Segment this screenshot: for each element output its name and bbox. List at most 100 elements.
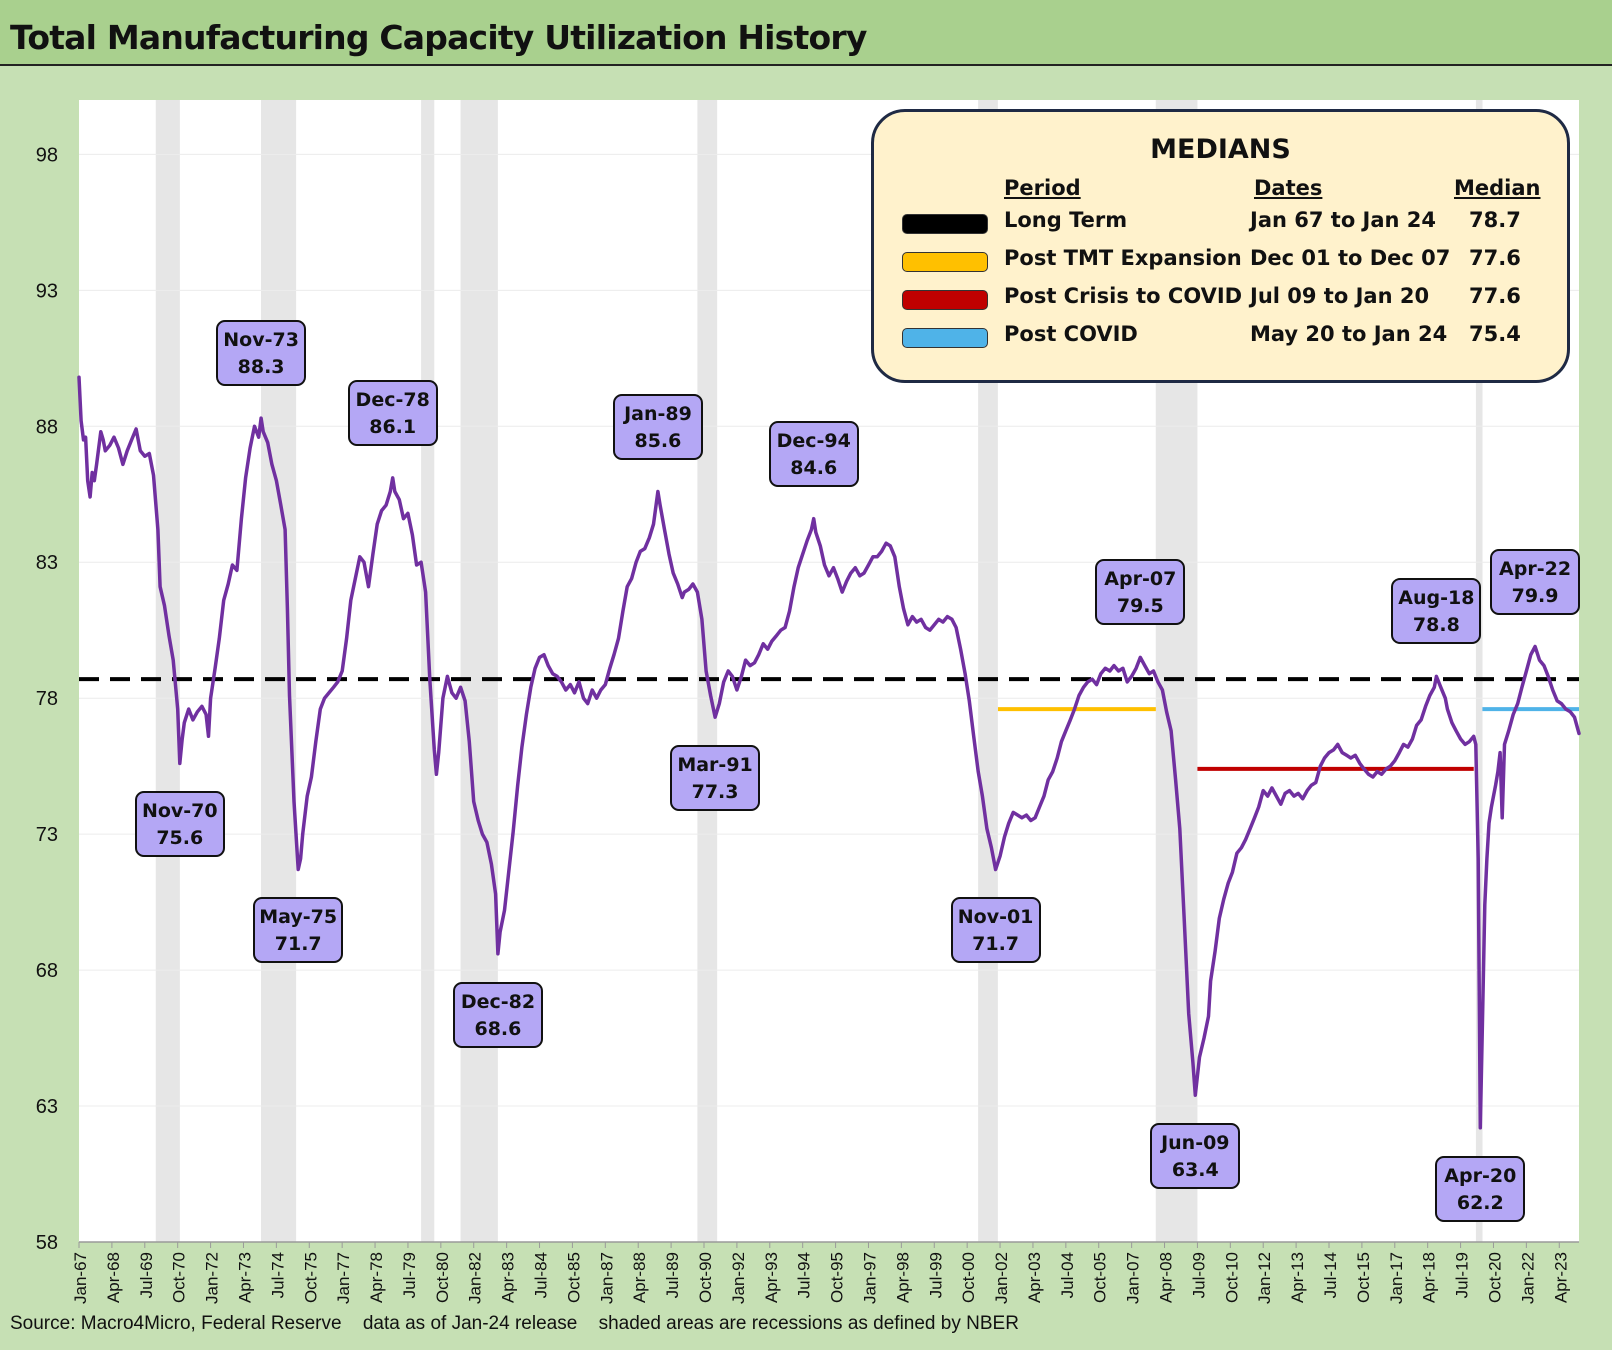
legend-period: Long Term: [1004, 208, 1128, 232]
callout-date: Jan-89: [624, 402, 692, 425]
recession-band: [261, 100, 297, 1242]
x-tick-label: Apr-08: [1157, 1252, 1176, 1303]
x-tick-label: Jan-72: [203, 1252, 222, 1304]
recession-band: [155, 100, 180, 1242]
legend-swatch: [902, 214, 988, 234]
callout-date: Apr-20: [1444, 1164, 1517, 1187]
gridlines: [79, 153, 1579, 1243]
data-label-callout: Jan-89 85.6: [612, 393, 703, 460]
legend-title: MEDIANS: [1150, 134, 1291, 165]
legend-period: Post Crisis to COVID: [1004, 284, 1243, 308]
legend-dates: May 20 to Jan 24: [1250, 322, 1448, 346]
medians-legend: MEDIANS Period Dates Median Long Term Ja…: [871, 109, 1570, 383]
x-tick-label: Jul-84: [532, 1252, 551, 1298]
y-axis-ticks: 58 63 68 73 78 83 88 93 98: [36, 144, 58, 1254]
callout-date: Aug-18: [1398, 587, 1475, 610]
x-tick-label: Jan-22: [1518, 1252, 1537, 1304]
callout-date: Apr-07: [1104, 568, 1177, 591]
callout-date: May-75: [259, 906, 338, 929]
data-label-callout: Apr-20 62.2: [1435, 1155, 1526, 1222]
legend-row: Post COVID May 20 to Jan 24 75.4: [874, 322, 1567, 354]
legend-swatch: [902, 328, 988, 348]
callout-date: Nov-01: [957, 906, 1034, 929]
callout-value: 79.9: [1511, 584, 1559, 607]
recession-band: [460, 100, 498, 1242]
data-note: data as of Jan-24 release: [362, 1313, 578, 1334]
source-note: Source: Macro4Micro, Federal Reserve: [10, 1313, 342, 1334]
x-tick-label: Jan-17: [1387, 1252, 1406, 1304]
callout-value: 71.7: [972, 933, 1020, 956]
x-tick-label: Jul-74: [268, 1252, 287, 1298]
shading-note: shaded areas are recessions as defined b…: [598, 1313, 1019, 1334]
x-tick-label: Oct-10: [1222, 1252, 1241, 1303]
x-tick-label: Jul-99: [926, 1252, 945, 1298]
legend-dates: Dec 01 to Dec 07: [1250, 246, 1451, 270]
callout-date: Jun-09: [1161, 1132, 1230, 1155]
data-label-callout: Nov-70 75.6: [134, 791, 225, 858]
series-layer: [77, 375, 1581, 1130]
x-tick-label: Oct-90: [696, 1252, 715, 1303]
y-tick-label: 93: [36, 280, 58, 302]
x-tick-label: Oct-75: [301, 1252, 320, 1303]
callout-value: 63.4: [1171, 1159, 1219, 1182]
data-label-callout: May-75 71.7: [253, 897, 344, 964]
data-label-callout: Dec-82 68.6: [452, 981, 543, 1048]
y-tick-label: 98: [36, 144, 58, 166]
x-tick-label: Jan-67: [71, 1252, 90, 1304]
callout-value: 62.2: [1456, 1191, 1504, 1214]
callout-date: Dec-82: [460, 990, 536, 1013]
footer: Source: Macro4Micro, Federal Reserve dat…: [10, 1313, 1035, 1335]
legend-row: Long Term Jan 67 to Jan 24 78.7: [874, 208, 1567, 240]
chart-title: Total Manufacturing Capacity Utilization…: [10, 18, 867, 57]
data-label-callout: Apr-07 79.5: [1095, 559, 1186, 626]
data-label-callout: Mar-91 77.3: [670, 745, 761, 812]
x-tick-label: Jan-92: [729, 1252, 748, 1304]
x-tick-label: Apr-83: [499, 1252, 518, 1303]
legend-median: 78.7: [1469, 208, 1521, 232]
x-tick-label: Jan-02: [992, 1252, 1011, 1304]
x-tick-label: Jul-14: [1321, 1252, 1340, 1298]
callout-date: Mar-91: [677, 754, 753, 777]
x-tick-label: Jul-89: [663, 1252, 682, 1298]
callout-value: 68.6: [474, 1017, 522, 1040]
callout-value: 77.3: [691, 781, 739, 804]
legend-period: Post COVID: [1004, 322, 1138, 346]
legend-dates: Jul 09 to Jan 20: [1250, 284, 1430, 308]
callout-value: 88.3: [237, 356, 285, 379]
data-label-callout: Apr-22 79.9: [1490, 548, 1581, 615]
legend-header-median: Median: [1454, 176, 1541, 200]
legend-header-dates: Dates: [1254, 176, 1323, 200]
callout-value: 79.5: [1116, 595, 1164, 618]
y-tick-label: 78: [36, 688, 58, 710]
data-label-callout: Dec-78 86.1: [347, 379, 438, 446]
y-tick-label: 58: [36, 1232, 58, 1254]
callout-value: 86.1: [369, 415, 417, 438]
x-tick-label: Apr-68: [104, 1252, 123, 1303]
legend-median: 77.6: [1469, 284, 1521, 308]
legend-row: Post TMT Expansion Dec 01 to Dec 07 77.6: [874, 246, 1567, 278]
legend-median: 77.6: [1469, 246, 1521, 270]
legend-period: Post TMT Expansion: [1004, 246, 1242, 270]
x-tick-label: Jan-87: [597, 1252, 616, 1304]
x-tick-label: Oct-80: [433, 1252, 452, 1303]
x-tick-label: Apr-73: [235, 1252, 254, 1303]
callout-value: 84.6: [790, 456, 838, 479]
x-tick-label: Jan-07: [1124, 1252, 1143, 1304]
callout-value: 75.6: [156, 827, 204, 850]
legend-swatch: [902, 252, 988, 272]
data-label-callout: Aug-18 78.8: [1391, 578, 1482, 645]
x-tick-label: Jul-69: [137, 1252, 156, 1298]
data-label-callout: Jun-09 63.4: [1150, 1123, 1241, 1190]
x-tick-label: Apr-23: [1551, 1252, 1570, 1303]
x-tick-label: Oct-05: [1091, 1252, 1110, 1303]
x-tick-label: Oct-00: [959, 1252, 978, 1303]
title-bar: Total Manufacturing Capacity Utilization…: [0, 0, 1612, 66]
x-tick-label: Apr-93: [762, 1252, 781, 1303]
y-tick-label: 83: [36, 552, 58, 574]
legend-row: Post Crisis to COVID Jul 09 to Jan 20 77…: [874, 284, 1567, 316]
x-tick-label: Jan-97: [860, 1252, 879, 1304]
data-label-callout: Nov-73 88.3: [216, 320, 307, 387]
data-label-callout: Nov-01 71.7: [950, 897, 1041, 964]
x-tick-label: Oct-95: [828, 1252, 847, 1303]
x-tick-label: Jan-82: [466, 1252, 485, 1304]
